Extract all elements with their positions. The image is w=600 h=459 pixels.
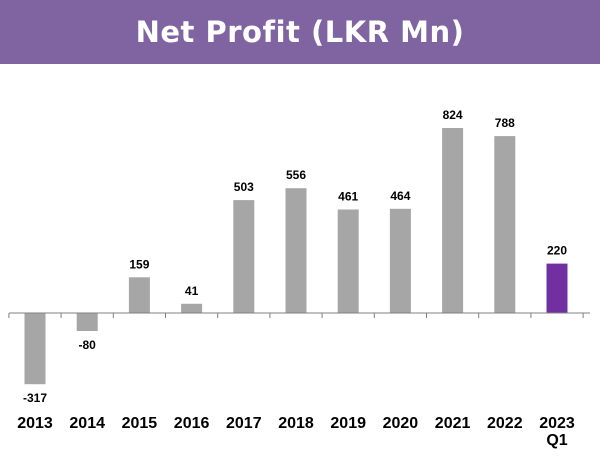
bar-2014 (76, 313, 98, 331)
bar-2013 (24, 313, 46, 385)
x-tick-label: 2019 (330, 415, 366, 432)
x-tick-label: 2015 (122, 415, 158, 432)
x-tick-label: 2023 (539, 415, 575, 432)
x-tick-label: 2020 (383, 415, 419, 432)
data-label: 41 (185, 284, 199, 298)
data-label: -317 (23, 391, 47, 405)
data-label: 159 (129, 257, 149, 271)
bar-2017 (233, 200, 255, 313)
chart-title: Net Profit (LKR Mn) (135, 15, 465, 49)
x-tick-label: 2022 (487, 415, 523, 432)
bar-2018 (285, 188, 307, 313)
data-label: 824 (443, 108, 463, 122)
x-tick-label: 2014 (69, 415, 105, 432)
data-label: 220 (547, 244, 567, 258)
x-tick-label: 2016 (174, 415, 210, 432)
x-tick-label: 2021 (435, 415, 471, 432)
data-label: -80 (79, 338, 97, 352)
bar-2020 (389, 208, 411, 313)
x-tick-label: 2017 (226, 415, 262, 432)
data-label: 788 (495, 116, 515, 130)
bar-2021 (442, 128, 464, 313)
x-tick-label: 2018 (278, 415, 314, 432)
data-label: 556 (286, 168, 306, 182)
x-tick-label: Q1 (546, 432, 567, 449)
bar-2015 (128, 277, 150, 313)
data-label: 461 (338, 190, 358, 204)
title-bar: Net Profit (LKR Mn) (0, 0, 600, 64)
bar-2016 (181, 303, 203, 313)
bar-2023-Q1 (546, 263, 568, 313)
x-tick-label: 2013 (17, 415, 53, 432)
data-label: 503 (234, 180, 254, 194)
data-label: 464 (390, 189, 410, 203)
bar-2019 (337, 209, 359, 313)
bar-2022 (494, 136, 516, 313)
